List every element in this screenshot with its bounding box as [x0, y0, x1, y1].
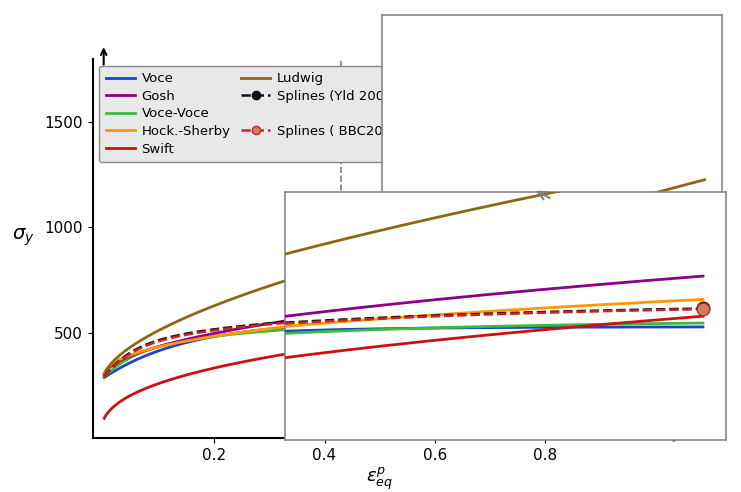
X-axis label: $\varepsilon_{eq}^{p}$: $\varepsilon_{eq}^{p}$: [366, 465, 393, 492]
Y-axis label: $\sigma_y$: $\sigma_y$: [13, 227, 35, 248]
Text: necking occurrence: necking occurrence: [322, 261, 334, 379]
Legend: Voce, Gosh, Voce-Voce, Hock.-Sherby, Swift, Ludwig, Splines (Yld 2000-2d), , Spl: Voce, Gosh, Voce-Voce, Hock.-Sherby, Swi…: [99, 65, 425, 162]
